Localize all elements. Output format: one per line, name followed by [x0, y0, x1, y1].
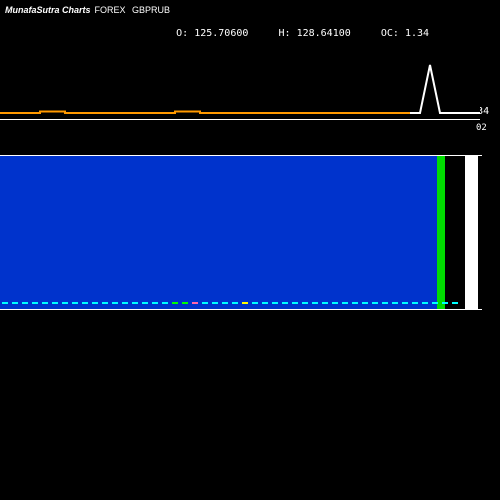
indicator-chart-lower — [0, 155, 482, 310]
market-text: FOREX — [95, 5, 126, 15]
brand-text: MunafaSutra Charts — [5, 5, 91, 15]
o-value: 125.70600 — [194, 28, 248, 39]
x-axis-tick-label: 02 — [476, 123, 487, 133]
h-label: H: — [279, 27, 291, 40]
oc-value: 1.34 — [405, 28, 429, 39]
price-chart-upper — [0, 60, 480, 120]
h-value: 128.64100 — [297, 28, 351, 39]
o-label: O: — [176, 27, 188, 40]
oc-label: OC: — [381, 27, 399, 40]
